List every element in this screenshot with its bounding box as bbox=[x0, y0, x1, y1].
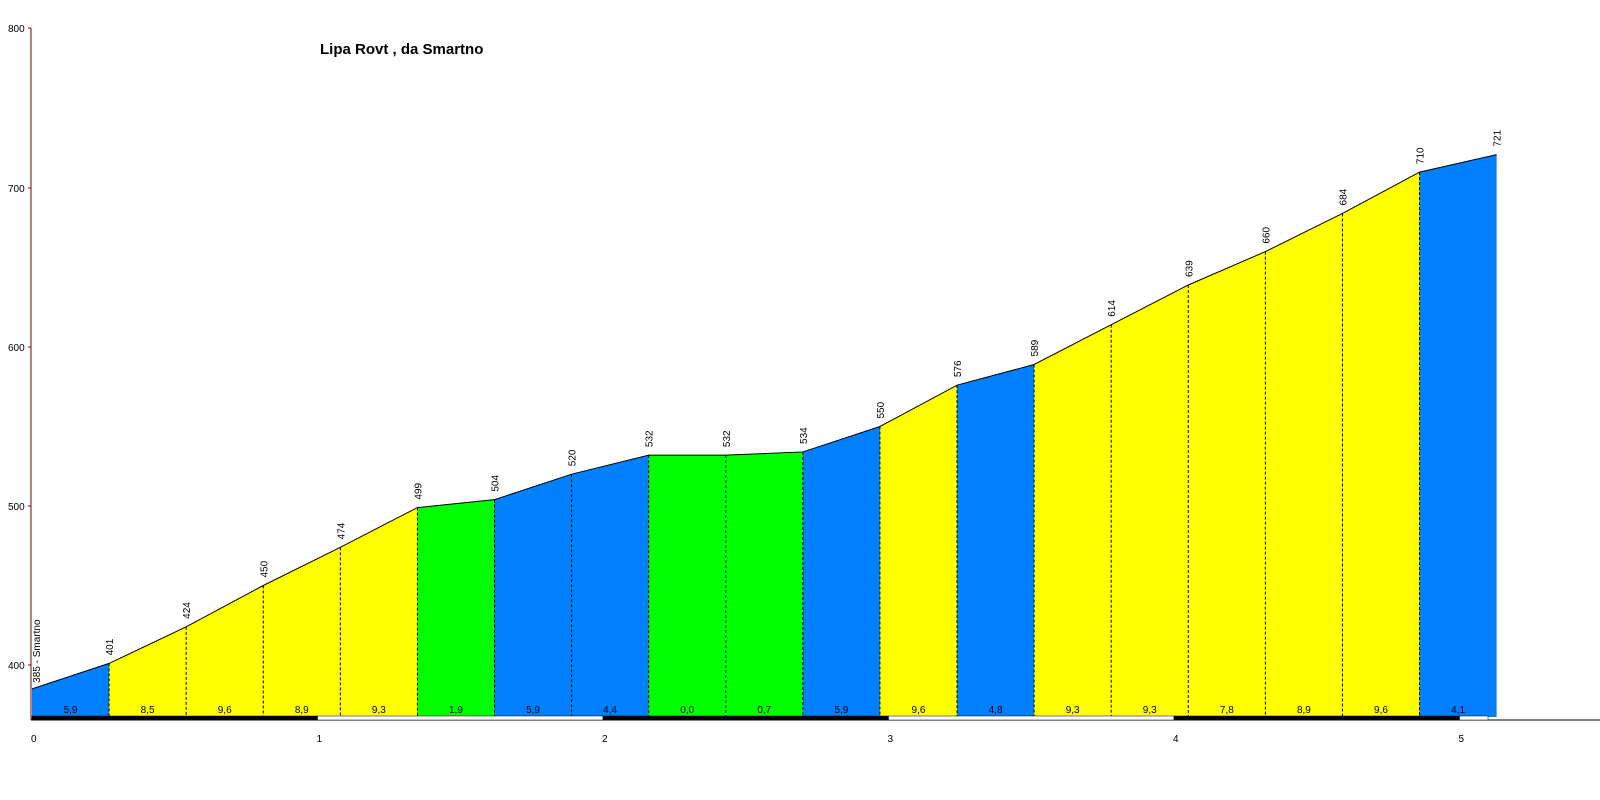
gradient-label: 7,8 bbox=[1220, 705, 1234, 716]
elevation-label: 660 bbox=[1261, 226, 1272, 243]
elevation-label: 474 bbox=[336, 522, 347, 539]
gradient-label: 5,9 bbox=[526, 705, 540, 716]
elevation-label: 401 bbox=[105, 638, 116, 655]
gradient-label: 9,6 bbox=[1374, 705, 1388, 716]
segment-fill bbox=[879, 385, 958, 717]
segment-fill bbox=[340, 507, 418, 717]
elevation-label: 614 bbox=[1107, 300, 1118, 317]
elevation-label: 721 bbox=[1493, 129, 1504, 146]
segment-dividers bbox=[108, 172, 1421, 717]
elevation-label: 424 bbox=[182, 602, 193, 619]
start-elevation-label: 385 - Smartno bbox=[32, 619, 43, 683]
chart-title: Lipa Rovt , da Smartno bbox=[320, 41, 483, 58]
y-axis: 400 500 600 700 800 bbox=[8, 24, 32, 720]
gradient-label: 9,3 bbox=[372, 705, 386, 716]
segment-fill bbox=[417, 499, 495, 717]
gradient-label: 8,5 bbox=[141, 705, 155, 716]
elevation-label: 450 bbox=[259, 560, 270, 577]
x-tick-label: 1 bbox=[317, 734, 323, 745]
gradient-segments bbox=[32, 154, 1497, 718]
km-scale-bar bbox=[31, 715, 318, 721]
elevation-label: 710 bbox=[1416, 147, 1427, 164]
elevation-label: 504 bbox=[491, 475, 502, 492]
gradient-label: 5,9 bbox=[64, 705, 78, 716]
gradient-label: 4,8 bbox=[989, 705, 1003, 716]
segment-fill bbox=[802, 426, 880, 717]
segment-fill bbox=[1111, 284, 1189, 717]
x-tick-label: 4 bbox=[1173, 734, 1179, 745]
elevation-label: 534 bbox=[799, 427, 810, 444]
segment-fill bbox=[32, 663, 110, 717]
profile-line-group bbox=[31, 154, 1497, 690]
gradient-label: 0,7 bbox=[757, 705, 771, 716]
y-tick-label: 500 bbox=[8, 502, 25, 513]
segment-fill bbox=[263, 547, 341, 717]
x-tick-label: 0 bbox=[31, 734, 37, 745]
segment-fill bbox=[1419, 154, 1497, 718]
segment-fill bbox=[571, 455, 649, 717]
y-tick-label: 600 bbox=[8, 343, 25, 354]
gradient-label: 9,6 bbox=[912, 705, 926, 716]
segment-fill bbox=[186, 585, 264, 717]
gradient-label: 1,9 bbox=[449, 705, 463, 716]
segment-fill bbox=[725, 451, 803, 717]
y-tick-label: 700 bbox=[8, 184, 25, 195]
gradient-label: 5,9 bbox=[834, 705, 848, 716]
gradient-label: 9,3 bbox=[1066, 705, 1080, 716]
km-scale-bar bbox=[317, 715, 604, 721]
segment-fill bbox=[1034, 324, 1112, 717]
elevation-label: 576 bbox=[953, 360, 964, 377]
km-scale-bar bbox=[1459, 715, 1489, 721]
x-tick-label: 3 bbox=[888, 734, 894, 745]
elevation-labels: 385 - Smartno 401 424 450 474 499 504 520 532 532… bbox=[32, 129, 1504, 682]
elevation-label: 532 bbox=[722, 430, 733, 447]
segment-fill bbox=[109, 626, 187, 717]
km-scale-bar bbox=[888, 715, 1175, 721]
gradient-label: 4,1 bbox=[1451, 705, 1465, 716]
km-scale-bar bbox=[602, 715, 889, 721]
x-axis: 0 1 2 3 4 5 bbox=[31, 715, 1600, 745]
elevation-label: 639 bbox=[1184, 260, 1195, 277]
y-tick-label: 400 bbox=[8, 661, 25, 672]
gradient-label: 8,9 bbox=[295, 705, 309, 716]
gradient-label: 8,9 bbox=[1297, 705, 1311, 716]
y-tick-label: 800 bbox=[8, 24, 25, 35]
gradient-label: 0,0 bbox=[680, 705, 694, 716]
gradient-label: 4,4 bbox=[603, 705, 617, 716]
elevation-label: 532 bbox=[645, 430, 656, 447]
elevation-label: 520 bbox=[568, 449, 579, 466]
x-tick-label: 2 bbox=[602, 734, 608, 745]
km-scale-bar bbox=[1173, 715, 1460, 721]
profile-line bbox=[31, 154, 1497, 690]
segment-fill bbox=[1342, 172, 1420, 718]
segment-fill bbox=[1188, 251, 1266, 717]
gradient-labels: 5,9 8,5 9,6 8,9 9,3 1,9 5,9 4,4 0,0 0,7 5,9 9,6 4,8 9… bbox=[64, 705, 1466, 716]
elevation-label: 589 bbox=[1030, 339, 1041, 356]
elevation-label: 499 bbox=[413, 482, 424, 499]
segment-fill bbox=[1265, 213, 1343, 717]
elevation-label: 550 bbox=[876, 401, 887, 418]
segment-fill bbox=[957, 364, 1035, 717]
x-tick-label: 5 bbox=[1459, 734, 1465, 745]
gradient-label: 9,3 bbox=[1143, 705, 1157, 716]
elevation-label: 684 bbox=[1338, 188, 1349, 205]
segment-fill bbox=[648, 455, 726, 717]
gradient-label: 9,6 bbox=[218, 705, 232, 716]
segment-fill bbox=[494, 474, 572, 717]
